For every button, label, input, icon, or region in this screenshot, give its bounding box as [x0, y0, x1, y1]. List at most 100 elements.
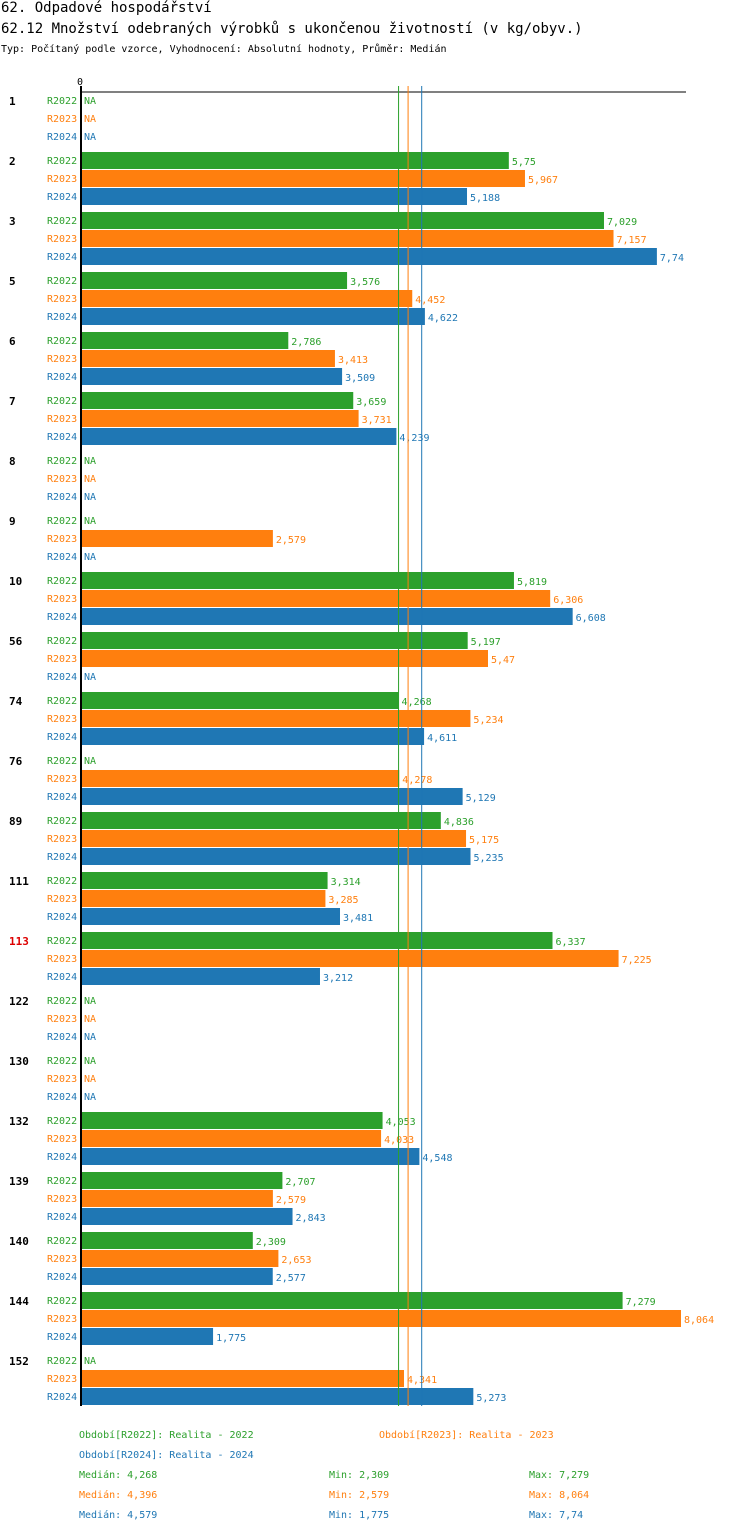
bar: [81, 188, 468, 205]
bar-value-label: 4,452: [415, 295, 445, 306]
na-label: NA: [84, 96, 96, 107]
category-label: 113: [9, 935, 29, 948]
bar-value-label: 1,775: [216, 1333, 246, 1344]
bar-value-label: 7,225: [622, 955, 652, 966]
category-label: 130: [9, 1055, 29, 1068]
bar-value-label: 4,611: [427, 733, 457, 744]
category-label: 132: [9, 1115, 29, 1128]
na-label: NA: [84, 456, 96, 467]
series-row-label: R2024: [47, 1332, 77, 1343]
series-row-label: R2024: [47, 732, 77, 743]
bar-value-label: 6,608: [576, 613, 606, 624]
bar: [81, 650, 488, 667]
series-row-label: R2023: [47, 714, 77, 725]
stat-median: Medián: 4,579: [79, 1509, 157, 1521]
category-label: 111: [9, 875, 29, 888]
bar-value-label: 7,029: [607, 217, 637, 228]
bar-value-label: 2,843: [296, 1213, 326, 1224]
series-row-label: R2023: [47, 1194, 77, 1205]
bar: [81, 248, 657, 265]
bar-value-label: 2,579: [276, 1195, 306, 1206]
series-row-label: R2022: [47, 156, 77, 167]
category-label: 9: [9, 515, 16, 528]
category-label: 56: [9, 635, 23, 648]
series-row-label: R2024: [47, 372, 77, 383]
bar: [81, 632, 468, 649]
bar: [81, 1172, 283, 1189]
bar-value-label: 4,239: [399, 433, 429, 444]
series-row-label: R2023: [47, 774, 77, 785]
category-label: 1: [9, 95, 16, 108]
series-row-label: R2022: [47, 216, 77, 227]
series-row-label: R2023: [47, 174, 77, 185]
series-row-label: R2022: [47, 396, 77, 407]
category-label: 140: [9, 1235, 29, 1248]
na-label: NA: [84, 996, 96, 1007]
bar: [81, 272, 348, 289]
bar-value-label: 3,659: [356, 397, 386, 408]
series-row-label: R2024: [47, 612, 77, 623]
bar-value-label: 6,337: [556, 937, 586, 948]
series-row-label: R2024: [47, 1092, 77, 1103]
series-row-label: R2023: [47, 1314, 77, 1325]
series-row-label: R2023: [47, 294, 77, 305]
bar: [81, 1370, 404, 1387]
series-row-label: R2024: [47, 972, 77, 983]
stat-median: Medián: 4,396: [79, 1489, 157, 1501]
bar: [81, 812, 441, 829]
series-row-label: R2024: [47, 552, 77, 563]
series-row-label: R2024: [47, 312, 77, 323]
bar-value-label: 5,967: [528, 175, 558, 186]
series-row-label: R2023: [47, 1134, 77, 1145]
bar: [81, 392, 354, 409]
series-row-label: R2024: [47, 432, 77, 443]
bar: [81, 1388, 474, 1405]
na-label: NA: [84, 474, 96, 485]
bar-value-label: 2,309: [256, 1237, 286, 1248]
bar-value-label: 4,268: [402, 697, 432, 708]
bar-value-label: 7,279: [626, 1297, 656, 1308]
series-row-label: R2022: [47, 456, 77, 467]
bar: [81, 968, 320, 985]
bar: [81, 230, 614, 247]
na-label: NA: [84, 492, 96, 503]
series-row-label: R2022: [47, 756, 77, 767]
bar-value-label: 5,188: [470, 193, 500, 204]
series-row-label: R2022: [47, 816, 77, 827]
series-row-label: R2024: [47, 672, 77, 683]
series-row-label: R2024: [47, 1272, 77, 1283]
bar: [81, 1148, 420, 1165]
bar: [81, 788, 463, 805]
bar-value-label: 3,576: [350, 277, 380, 288]
series-row-label: R2023: [47, 114, 77, 125]
na-label: NA: [84, 756, 96, 767]
series-row-label: R2022: [47, 276, 77, 287]
category-label: 139: [9, 1175, 29, 1188]
bar-value-label: 5,819: [517, 577, 547, 588]
bar: [81, 428, 397, 445]
bar: [81, 710, 471, 727]
bar: [81, 590, 551, 607]
page-title: 62. Odpadové hospodářství: [1, 0, 212, 16]
na-label: NA: [84, 1032, 96, 1043]
chart-subtitle: 62.12 Množství odebraných výrobků s ukon…: [1, 21, 583, 37]
bar-value-label: 8,064: [684, 1315, 714, 1326]
bar-value-label: 3,413: [338, 355, 368, 366]
series-row-label: R2024: [47, 792, 77, 803]
bar-value-label: 3,212: [323, 973, 353, 984]
category-label: 5: [9, 275, 16, 288]
series-row-label: R2022: [47, 1116, 77, 1127]
na-label: NA: [84, 114, 96, 125]
series-row-label: R2023: [47, 1254, 77, 1265]
bar-value-label: 5,129: [466, 793, 496, 804]
bar-value-label: 2,577: [276, 1273, 306, 1284]
series-row-label: R2024: [47, 252, 77, 263]
series-row-label: R2023: [47, 1374, 77, 1385]
stat-max: Max: 7,74: [529, 1510, 583, 1521]
bar: [81, 1112, 383, 1129]
series-row-label: R2024: [47, 912, 77, 923]
category-label: 152: [9, 1355, 29, 1368]
na-label: NA: [84, 132, 96, 143]
bar: [81, 1232, 253, 1249]
